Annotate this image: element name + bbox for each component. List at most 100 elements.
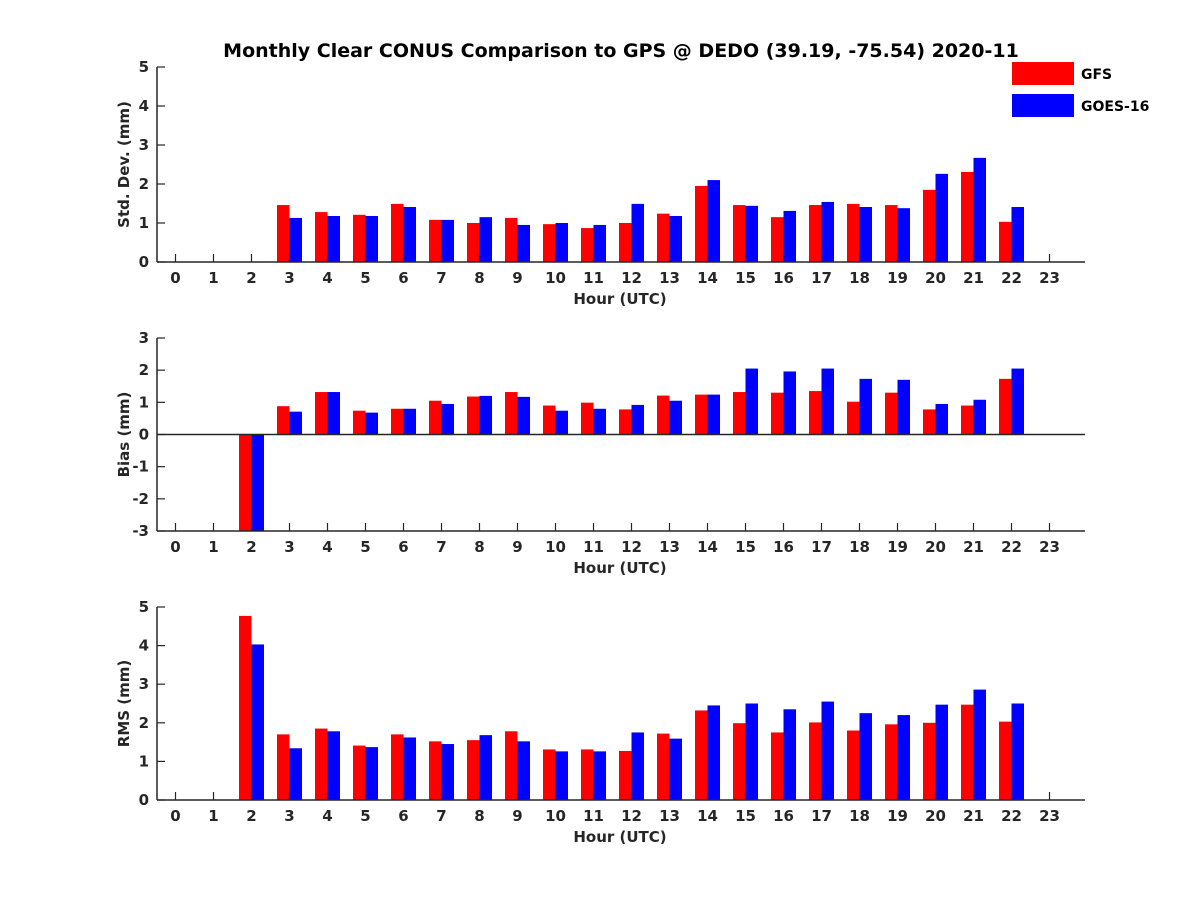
bar-gfs-hour-4 bbox=[315, 212, 328, 262]
bar-gfs-hour-22 bbox=[999, 721, 1012, 800]
x-tick-label: 19 bbox=[887, 269, 908, 287]
y-tick-label: 1 bbox=[139, 214, 149, 232]
x-tick-label: 22 bbox=[1001, 807, 1022, 825]
bar-goes-16-hour-9 bbox=[517, 224, 530, 262]
y-tick-label: 0 bbox=[139, 426, 149, 444]
legend-label-gfs: GFS bbox=[1081, 67, 1112, 83]
x-tick-label: 6 bbox=[398, 538, 408, 556]
y-tick-label: -3 bbox=[132, 522, 149, 540]
bar-goes-16-hour-8 bbox=[479, 217, 492, 262]
bar-goes-16-hour-18 bbox=[859, 207, 872, 262]
x-tick-label: 4 bbox=[322, 269, 332, 287]
bar-gfs-hour-7 bbox=[429, 219, 442, 262]
x-tick-label: 18 bbox=[849, 538, 870, 556]
x-tick-label: 22 bbox=[1001, 538, 1022, 556]
bar-goes-16-hour-10 bbox=[555, 751, 568, 800]
bar-goes-16-hour-20 bbox=[935, 173, 948, 262]
x-tick-label: 13 bbox=[659, 269, 680, 287]
bar-goes-16-hour-2 bbox=[251, 644, 264, 800]
bar-goes-16-hour-5 bbox=[365, 412, 378, 435]
bar-goes-16-hour-17 bbox=[821, 701, 834, 800]
chart-legend: GFS GOES-16 bbox=[1012, 62, 1149, 117]
bar-gfs-hour-11 bbox=[581, 749, 594, 800]
bar-goes-16-hour-6 bbox=[403, 408, 416, 435]
bar-gfs-hour-4 bbox=[315, 728, 328, 800]
y-axis-label: Bias (mm) bbox=[115, 392, 133, 478]
bar-gfs-hour-17 bbox=[809, 391, 822, 435]
x-tick-label: 9 bbox=[512, 807, 522, 825]
bar-gfs-hour-13 bbox=[657, 733, 670, 800]
x-tick-label: 12 bbox=[621, 538, 642, 556]
bar-goes-16-hour-14 bbox=[707, 705, 720, 800]
bar-gfs-hour-5 bbox=[353, 745, 366, 800]
y-axis-label: Std. Dev. (mm) bbox=[115, 101, 133, 228]
bar-goes-16-hour-5 bbox=[365, 747, 378, 800]
x-axis-label: Hour (UTC) bbox=[573, 290, 666, 308]
x-tick-label: 11 bbox=[583, 538, 604, 556]
x-axis-label: Hour (UTC) bbox=[573, 559, 666, 577]
x-tick-label: 23 bbox=[1039, 269, 1060, 287]
bar-goes-16-hour-3 bbox=[289, 411, 302, 435]
x-tick-label: 17 bbox=[811, 807, 832, 825]
legend-swatch-gfs bbox=[1012, 62, 1074, 85]
x-tick-label: 3 bbox=[284, 807, 294, 825]
x-tick-label: 22 bbox=[1001, 269, 1022, 287]
bar-gfs-hour-18 bbox=[847, 401, 860, 435]
x-tick-label: 21 bbox=[963, 807, 984, 825]
x-tick-label: 6 bbox=[398, 269, 408, 287]
bar-goes-16-hour-13 bbox=[669, 400, 682, 435]
bar-gfs-hour-9 bbox=[505, 392, 518, 435]
x-tick-label: 1 bbox=[208, 269, 218, 287]
x-tick-label: 7 bbox=[436, 807, 446, 825]
bar-goes-16-hour-19 bbox=[897, 208, 910, 262]
bar-goes-16-hour-8 bbox=[479, 395, 492, 435]
x-tick-label: 11 bbox=[583, 807, 604, 825]
x-tick-label: 1 bbox=[208, 807, 218, 825]
y-tick-label: 0 bbox=[139, 791, 149, 809]
x-tick-label: 21 bbox=[963, 269, 984, 287]
legend-swatch-goes-16 bbox=[1012, 94, 1074, 117]
x-tick-label: 3 bbox=[284, 538, 294, 556]
bar-gfs-hour-3 bbox=[277, 734, 290, 800]
bar-gfs-hour-22 bbox=[999, 378, 1012, 435]
bar-gfs-hour-15 bbox=[733, 205, 746, 262]
y-tick-label: 4 bbox=[139, 97, 149, 115]
bar-goes-16-hour-14 bbox=[707, 394, 720, 435]
x-tick-label: 16 bbox=[773, 269, 794, 287]
bar-gfs-hour-4 bbox=[315, 392, 328, 435]
x-tick-label: 2 bbox=[246, 807, 256, 825]
x-tick-label: 16 bbox=[773, 807, 794, 825]
x-tick-label: 8 bbox=[474, 807, 484, 825]
bar-gfs-hour-12 bbox=[619, 223, 632, 262]
bar-gfs-hour-11 bbox=[581, 402, 594, 435]
x-tick-label: 6 bbox=[398, 807, 408, 825]
bar-gfs-hour-8 bbox=[467, 396, 480, 435]
bar-gfs-hour-12 bbox=[619, 409, 632, 435]
bar-goes-16-hour-12 bbox=[631, 404, 644, 435]
x-tick-label: 8 bbox=[474, 538, 484, 556]
bar-goes-16-hour-22 bbox=[1011, 703, 1024, 800]
y-tick-label: 5 bbox=[139, 58, 149, 76]
x-tick-label: 16 bbox=[773, 538, 794, 556]
bar-gfs-hour-18 bbox=[847, 730, 860, 800]
x-tick-label: 17 bbox=[811, 269, 832, 287]
x-tick-label: 10 bbox=[545, 538, 566, 556]
bar-goes-16-hour-12 bbox=[631, 732, 644, 800]
bar-goes-16-hour-5 bbox=[365, 215, 378, 262]
bar-goes-16-hour-15 bbox=[745, 703, 758, 800]
bar-goes-16-hour-21 bbox=[973, 399, 986, 435]
bar-goes-16-hour-21 bbox=[973, 157, 986, 262]
x-tick-label: 20 bbox=[925, 807, 946, 825]
bar-goes-16-hour-10 bbox=[555, 410, 568, 435]
bar-goes-16-hour-6 bbox=[403, 207, 416, 262]
x-tick-label: 11 bbox=[583, 269, 604, 287]
bar-goes-16-hour-15 bbox=[745, 205, 758, 262]
y-tick-label: 3 bbox=[139, 136, 149, 154]
x-tick-label: 0 bbox=[170, 807, 180, 825]
bar-gfs-hour-7 bbox=[429, 741, 442, 800]
bar-gfs-hour-5 bbox=[353, 410, 366, 435]
x-tick-label: 10 bbox=[545, 807, 566, 825]
x-tick-label: 9 bbox=[512, 538, 522, 556]
x-tick-label: 15 bbox=[735, 538, 756, 556]
